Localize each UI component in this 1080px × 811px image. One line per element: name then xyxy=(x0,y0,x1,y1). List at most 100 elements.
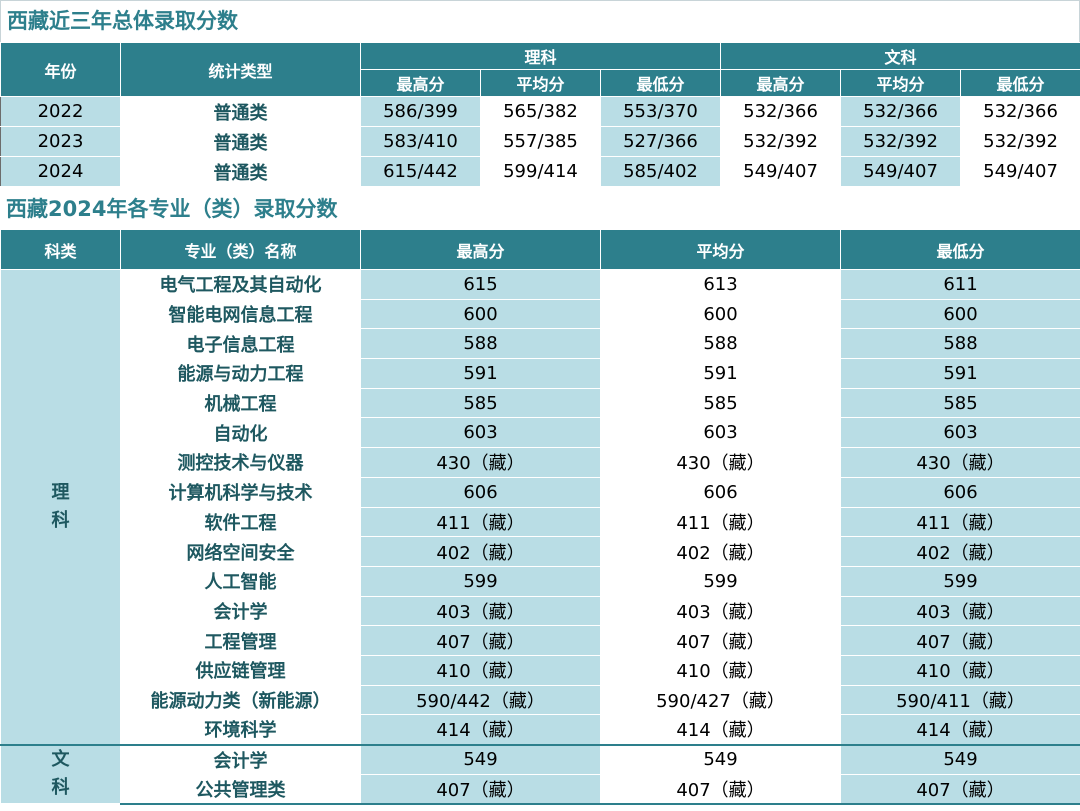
min-score-cell: 407（藏） xyxy=(840,625,1080,656)
major-name-cell: 电子信息工程 xyxy=(120,328,361,360)
table-row: 人工智能 599 599 599 xyxy=(1,565,1080,597)
avg-score-cell: 590/427（藏） xyxy=(600,684,841,716)
min-score-cell: 611 xyxy=(840,269,1080,300)
max-header: 最高分 xyxy=(360,229,601,270)
major-name-cell: 环境科学 xyxy=(120,714,361,745)
table-row: 工程管理 407（藏） 407（藏） 407（藏） xyxy=(1,625,1080,656)
major-name-cell: 会计学 xyxy=(120,595,361,627)
avg-score-cell: 603 xyxy=(600,417,841,449)
major-name-cell: 工程管理 xyxy=(120,625,361,656)
major-name-cell: 会计学 xyxy=(120,743,361,775)
science-avg-cell: 565/382 xyxy=(480,96,601,127)
min-score-cell: 407（藏） xyxy=(840,773,1080,805)
min-score-cell: 430（藏） xyxy=(840,447,1080,478)
table-row: 公共管理类 407（藏） 407（藏） 407（藏） xyxy=(1,773,1080,805)
year-cell: 2024 xyxy=(0,156,121,187)
major-name-cell: 电气工程及其自动化 xyxy=(120,269,361,300)
major-name-cell: 能源动力类（新能源） xyxy=(120,684,361,716)
arts-category-label-char-1: 文 xyxy=(51,749,70,771)
min-score-cell: 591 xyxy=(840,358,1080,389)
table-row: 软件工程 411（藏） 411（藏） 411（藏） xyxy=(1,506,1080,538)
table-row: 环境科学 414（藏） 414（藏） 414（藏） xyxy=(1,714,1080,745)
min-score-cell: 549 xyxy=(840,743,1080,775)
max-score-cell: 410（藏） xyxy=(360,654,601,686)
science-avg-cell: 599/414 xyxy=(480,156,601,187)
overall-score-table: 年份 统计类型 理科 文科 最高分 平均分 最低分 最高分 平均分 最低分 20… xyxy=(0,42,1080,187)
max-score-cell: 585 xyxy=(360,387,601,419)
table-row: 网络空间安全 402（藏） 402（藏） 402（藏） xyxy=(1,536,1080,567)
table-row: 理科电气工程及其自动化 615 613 611 xyxy=(0,269,1080,745)
min-score-cell: 603 xyxy=(840,417,1080,449)
category-header: 科类 xyxy=(0,229,121,270)
max-score-cell: 599 xyxy=(360,565,601,597)
science-rows: 理科电气工程及其自动化 615 613 611 智能电网信息工程 600 600 600 电子信… xyxy=(0,269,1080,745)
avg-score-cell: 402（藏） xyxy=(600,536,841,567)
arts-min-cell: 532/366 xyxy=(960,96,1080,127)
table-row: 能源动力类（新能源） 590/442（藏） 590/427（藏） 590/411（藏） xyxy=(1,684,1080,716)
max-score-cell: 407（藏） xyxy=(360,625,601,656)
arts-max-header: 最高分 xyxy=(720,69,842,97)
science-min-header: 最低分 xyxy=(599,69,722,97)
science-category-label-char-1: 理 xyxy=(51,481,70,503)
table-row: 2023 普通类 583/410 557/385 527/366 532/392… xyxy=(0,126,1080,157)
avg-score-cell: 600 xyxy=(600,298,841,330)
science-group-header: 理科 xyxy=(359,42,722,70)
science-min-cell: 585/402 xyxy=(599,156,722,187)
max-score-cell: 411（藏） xyxy=(360,506,601,538)
min-score-cell: 410（藏） xyxy=(840,654,1080,686)
min-score-cell: 414（藏） xyxy=(840,714,1080,745)
min-score-cell: 606 xyxy=(840,476,1080,508)
arts-avg-cell: 549/407 xyxy=(840,156,962,187)
table-row: 供应链管理 410（藏） 410（藏） 410（藏） xyxy=(1,654,1080,686)
avg-score-cell: 606 xyxy=(600,476,841,508)
avg-score-cell: 599 xyxy=(600,565,841,597)
max-score-cell: 591 xyxy=(360,358,601,389)
arts-min-cell: 532/392 xyxy=(960,126,1080,157)
year-cell: 2022 xyxy=(0,96,121,127)
avg-score-cell: 411（藏） xyxy=(600,506,841,538)
avg-score-cell: 430（藏） xyxy=(600,447,841,478)
table-row: 2022 普通类 586/399 565/382 553/370 532/366… xyxy=(0,96,1080,127)
major-name-cell: 计算机科学与技术 xyxy=(120,476,361,508)
major-name-cell: 网络空间安全 xyxy=(120,536,361,567)
min-score-cell: 411（藏） xyxy=(840,506,1080,538)
major-name-cell: 能源与动力工程 xyxy=(120,358,361,389)
arts-min-cell: 549/407 xyxy=(960,156,1080,187)
arts-avg-header: 平均分 xyxy=(840,69,962,97)
table-row: 会计学 403（藏） 403（藏） 403（藏） xyxy=(1,595,1080,627)
table-row: 2024 普通类 615/442 599/414 585/402 549/407… xyxy=(0,156,1080,187)
arts-category-label-char-2: 科 xyxy=(51,777,70,799)
major-name-cell: 人工智能 xyxy=(120,565,361,597)
arts-category-label: 文科 xyxy=(0,743,121,805)
max-score-cell: 615 xyxy=(360,269,601,300)
max-score-cell: 603 xyxy=(360,417,601,449)
avg-score-cell: 613 xyxy=(600,269,841,300)
max-score-cell: 430（藏） xyxy=(360,447,601,478)
max-score-cell: 407（藏） xyxy=(360,773,601,805)
science-max-cell: 615/442 xyxy=(360,156,481,187)
arts-max-cell: 532/366 xyxy=(720,96,842,127)
type-cell: 普通类 xyxy=(120,126,361,157)
major-header: 专业（类）名称 xyxy=(120,229,361,270)
major-name-cell: 测控技术与仪器 xyxy=(120,447,361,478)
major-name-cell: 公共管理类 xyxy=(120,773,361,805)
type-cell: 普通类 xyxy=(120,96,361,127)
major-name-cell: 智能电网信息工程 xyxy=(120,298,361,330)
min-score-cell: 403（藏） xyxy=(840,595,1080,627)
type-header: 统计类型 xyxy=(120,42,361,97)
min-score-cell: 588 xyxy=(840,328,1080,360)
year-cell: 2023 xyxy=(0,126,121,157)
avg-score-cell: 407（藏） xyxy=(600,625,841,656)
science-min-cell: 527/366 xyxy=(599,126,722,157)
max-score-cell: 588 xyxy=(360,328,601,360)
major-name-cell: 机械工程 xyxy=(120,387,361,419)
min-score-cell: 585 xyxy=(840,387,1080,419)
table-row: 智能电网信息工程 600 600 600 xyxy=(1,298,1080,330)
table-row: 能源与动力工程 591 591 591 xyxy=(1,358,1080,389)
avg-score-cell: 588 xyxy=(600,328,841,360)
major-name-cell: 软件工程 xyxy=(120,506,361,538)
year-header: 年份 xyxy=(0,42,121,97)
table-row: 测控技术与仪器 430（藏） 430（藏） 430（藏） xyxy=(1,447,1080,478)
avg-score-cell: 585 xyxy=(600,387,841,419)
table-row: 自动化 603 603 603 xyxy=(1,417,1080,449)
